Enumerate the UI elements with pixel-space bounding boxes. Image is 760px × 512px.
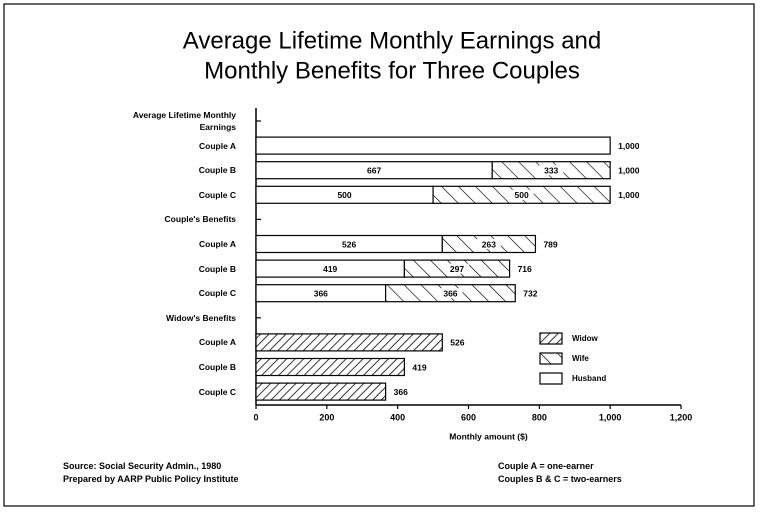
total-label: 732 [523,288,537,298]
value-label: 500 [337,190,351,200]
category-label: Couple A [199,140,236,151]
value-label: 526 [342,239,356,249]
value-label: 419 [323,264,337,274]
value-label: 297 [450,264,464,274]
legend-label: Widow [572,334,598,343]
category-label: Average Lifetime Monthly Earnings [132,110,236,132]
chart-subtitle: Monthly Benefits for Three Couples [204,57,580,84]
frame [3,3,755,507]
x-tick-label: 1,000 [599,412,622,422]
bar-segment [255,136,611,155]
legend-label: Wife [572,354,589,363]
x-tick-label: 600 [461,412,476,422]
value-label: 263 [482,239,496,249]
bar-segment [255,333,443,352]
legend-label: Husband [572,374,606,383]
total-label: 716 [518,264,532,274]
category-label: Couple's Benefits [164,214,236,225]
total-label: 1,000 [618,141,640,151]
value-label: 366 [314,288,328,298]
x-axis-label: Monthly amount ($) [449,431,528,441]
label-backdrop [444,263,469,274]
label-backdrop [539,165,564,176]
label-backdrop [318,263,343,274]
footnote: Prepared by AARP Public Policy Institute [63,474,239,484]
value-label: 500 [515,190,529,200]
category-label: Couple A [199,239,236,249]
category-label: Widow's Benefits [166,312,236,323]
label-backdrop [332,189,357,200]
bar-segment [255,382,387,401]
x-tick-label: 200 [319,412,334,422]
total-label: 419 [412,362,426,372]
total-label: 1,000 [618,190,640,200]
x-tick-label: 1,200 [670,412,693,422]
legend-swatch [539,332,563,345]
label-backdrop [438,288,463,299]
x-tick-label: 800 [532,412,547,422]
value-label: 333 [544,165,558,175]
category-label: Couple C [198,189,236,200]
category-label: Couple B [198,362,236,372]
value-label: 667 [367,165,381,175]
category-label: Couple B [198,165,236,176]
total-label: 526 [450,338,464,348]
total-label: 1,000 [618,165,640,175]
footnote: Source: Social Security Admin., 1980 [63,461,222,471]
label-backdrop [362,165,387,176]
category-label: Couple C [198,386,236,397]
legend-swatch [539,352,563,365]
total-label: 366 [394,387,408,397]
label-backdrop [476,239,501,249]
label-backdrop [337,239,362,249]
category-label: Couple B [198,263,236,274]
legend-swatch [539,372,563,385]
x-tick-label: 0 [253,412,258,422]
bar-segment [255,357,405,377]
label-backdrop [308,288,333,299]
x-tick-label: 400 [390,412,405,422]
footnote: Couple A = one-earner [498,461,594,471]
total-label: 789 [543,239,557,249]
value-label: 366 [443,288,457,298]
category-label: Couple A [199,337,236,348]
label-backdrop [509,189,534,200]
footnote: Couples B & C = two-earners [498,474,622,484]
chart-title: Average Lifetime Monthly Earnings and [183,27,601,54]
category-label: Couple C [198,288,236,299]
